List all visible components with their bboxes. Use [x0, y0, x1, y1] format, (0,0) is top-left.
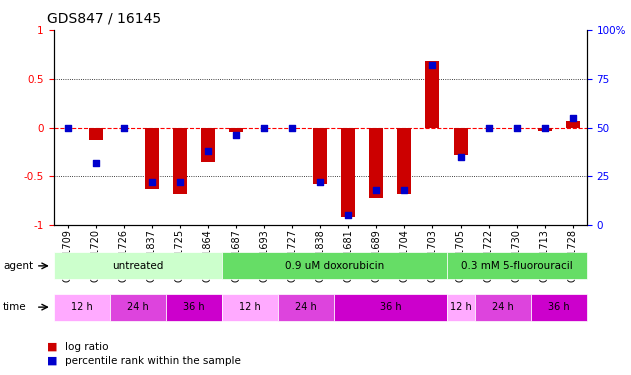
Point: [343, 212, 353, 218]
Text: 24 h: 24 h: [295, 302, 317, 312]
Text: 36 h: 36 h: [548, 302, 570, 312]
Bar: [538, 128, 551, 131]
Bar: [454, 128, 468, 155]
Point: [427, 62, 437, 68]
Point: [259, 124, 269, 130]
Point: [371, 187, 381, 193]
Text: 12 h: 12 h: [71, 302, 93, 312]
Text: 24 h: 24 h: [492, 302, 514, 312]
Bar: [369, 128, 384, 198]
Text: 12 h: 12 h: [239, 302, 261, 312]
Point: [540, 124, 550, 130]
Text: 24 h: 24 h: [127, 302, 149, 312]
Bar: [89, 128, 103, 140]
Point: [568, 115, 578, 121]
Text: percentile rank within the sample: percentile rank within the sample: [65, 356, 241, 366]
Text: 0.3 mM 5-fluorouracil: 0.3 mM 5-fluorouracil: [461, 261, 572, 271]
Point: [287, 124, 297, 130]
Point: [147, 179, 157, 185]
Bar: [398, 128, 411, 194]
Text: 12 h: 12 h: [450, 302, 471, 312]
Bar: [145, 128, 159, 189]
Point: [512, 124, 522, 130]
Text: ■: ■: [47, 356, 58, 366]
Bar: [425, 61, 440, 128]
Text: log ratio: log ratio: [65, 342, 109, 352]
Point: [399, 187, 410, 193]
Point: [175, 179, 185, 185]
Point: [203, 148, 213, 154]
Text: GDS847 / 16145: GDS847 / 16145: [47, 11, 162, 25]
Point: [483, 124, 493, 130]
Text: agent: agent: [3, 261, 33, 271]
Point: [119, 124, 129, 130]
Text: ■: ■: [47, 342, 58, 352]
Point: [231, 132, 241, 138]
Bar: [173, 128, 187, 194]
Bar: [313, 128, 327, 184]
Text: 36 h: 36 h: [380, 302, 401, 312]
Bar: [566, 121, 580, 128]
Bar: [341, 128, 355, 217]
Text: time: time: [3, 302, 27, 312]
Point: [315, 179, 326, 185]
Point: [62, 124, 73, 130]
Bar: [229, 128, 243, 132]
Text: 36 h: 36 h: [183, 302, 205, 312]
Bar: [201, 128, 215, 162]
Text: untreated: untreated: [112, 261, 163, 271]
Point: [91, 160, 101, 166]
Point: [456, 154, 466, 160]
Text: 0.9 uM doxorubicin: 0.9 uM doxorubicin: [285, 261, 384, 271]
